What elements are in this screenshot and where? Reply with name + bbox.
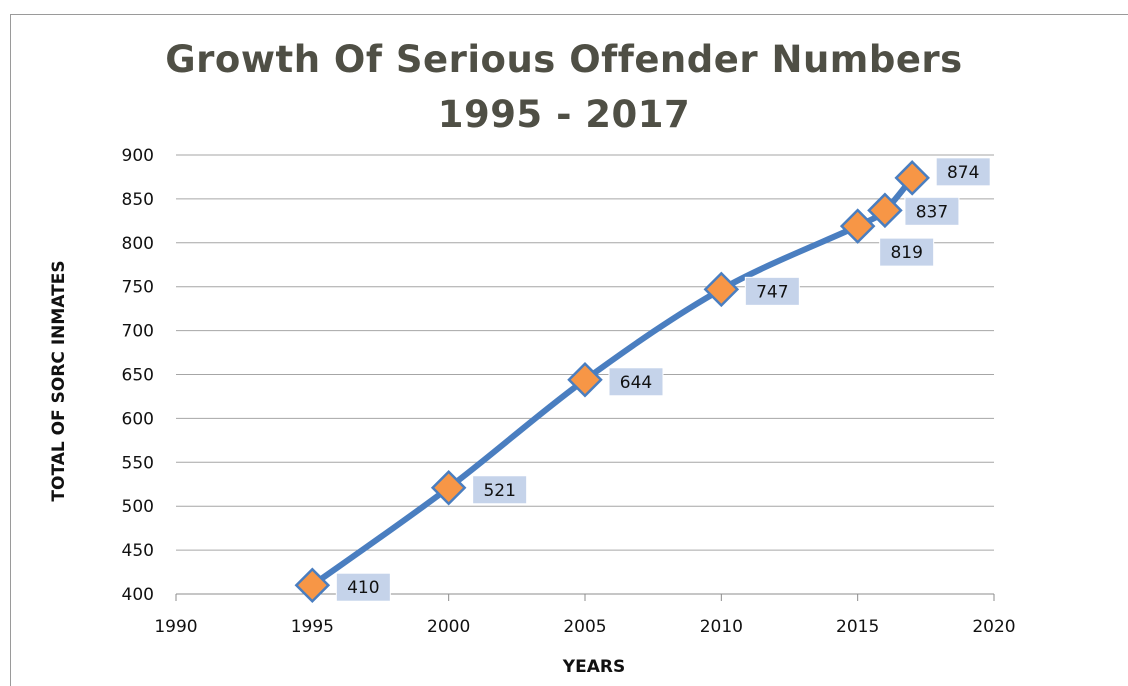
data-label-box (608, 367, 664, 397)
y-tick-label: 750 (122, 278, 154, 298)
y-tick-label: 500 (122, 497, 154, 517)
data-label-text: 644 (620, 373, 652, 393)
x-tick-label: 1990 (154, 617, 197, 637)
data-label-text: 521 (483, 481, 515, 501)
y-tick-label: 550 (122, 453, 154, 473)
x-tick-label: 2010 (700, 617, 743, 637)
data-point-marker (294, 567, 331, 603)
x-tick-label: 2000 (427, 617, 470, 637)
y-tick-label: 600 (122, 409, 154, 429)
y-axis-label: TOTAL OF SORC INMATES (49, 260, 69, 501)
data-label: 644 (608, 367, 664, 397)
data-label-text: 819 (890, 243, 922, 263)
x-tick-label: 1995 (291, 617, 334, 637)
data-label-text: 837 (916, 202, 948, 222)
data-series (294, 160, 930, 603)
chart-subtitle: 1995 - 2017 (437, 93, 691, 136)
x-axis-ticks: 1990 1995 2000 2005 2010 2015 2020 (154, 593, 1016, 637)
chart-title: Growth Of Serious Offender Numbers (165, 38, 963, 81)
data-label: 819 (879, 237, 935, 267)
x-axis-label: YEARS (562, 657, 625, 677)
data-label-box (904, 196, 960, 226)
data-label-box (879, 237, 935, 267)
data-point-marker (703, 271, 740, 308)
y-tick-label: 850 (122, 190, 154, 210)
data-point-marker (894, 160, 930, 196)
x-tick-label: 2005 (563, 617, 606, 637)
y-tick-label: 400 (122, 585, 154, 605)
data-labels: 410 521 644 747 819 837 874 (335, 157, 991, 602)
data-label-box (335, 572, 391, 602)
y-tick-label: 450 (122, 541, 154, 561)
data-point-marker (867, 192, 903, 229)
data-label: 837 (904, 196, 960, 226)
data-label: 747 (744, 276, 800, 306)
data-label: 874 (935, 157, 991, 187)
data-point-marker (430, 469, 467, 506)
data-point-marker (567, 362, 603, 398)
data-label-box (744, 276, 800, 306)
data-label-text: 410 (347, 578, 379, 598)
data-label-box (472, 475, 528, 505)
data-label-text: 747 (756, 282, 788, 302)
data-point-marker (839, 208, 876, 244)
data-label: 521 (472, 475, 528, 505)
y-tick-label: 650 (122, 366, 154, 386)
y-tick-label: 900 (122, 146, 154, 166)
data-label-box (935, 157, 991, 187)
y-tick-label: 700 (122, 322, 154, 342)
y-tick-label: 800 (122, 234, 154, 254)
data-label: 410 (335, 572, 391, 602)
chart-frame (10, 14, 1128, 686)
x-tick-label: 2020 (972, 617, 1015, 637)
y-axis-ticks: 400 450 500 550 600 650 700 750 800 850 900 (122, 146, 154, 605)
data-label-text: 874 (947, 163, 979, 183)
x-tick-label: 2015 (836, 617, 879, 637)
